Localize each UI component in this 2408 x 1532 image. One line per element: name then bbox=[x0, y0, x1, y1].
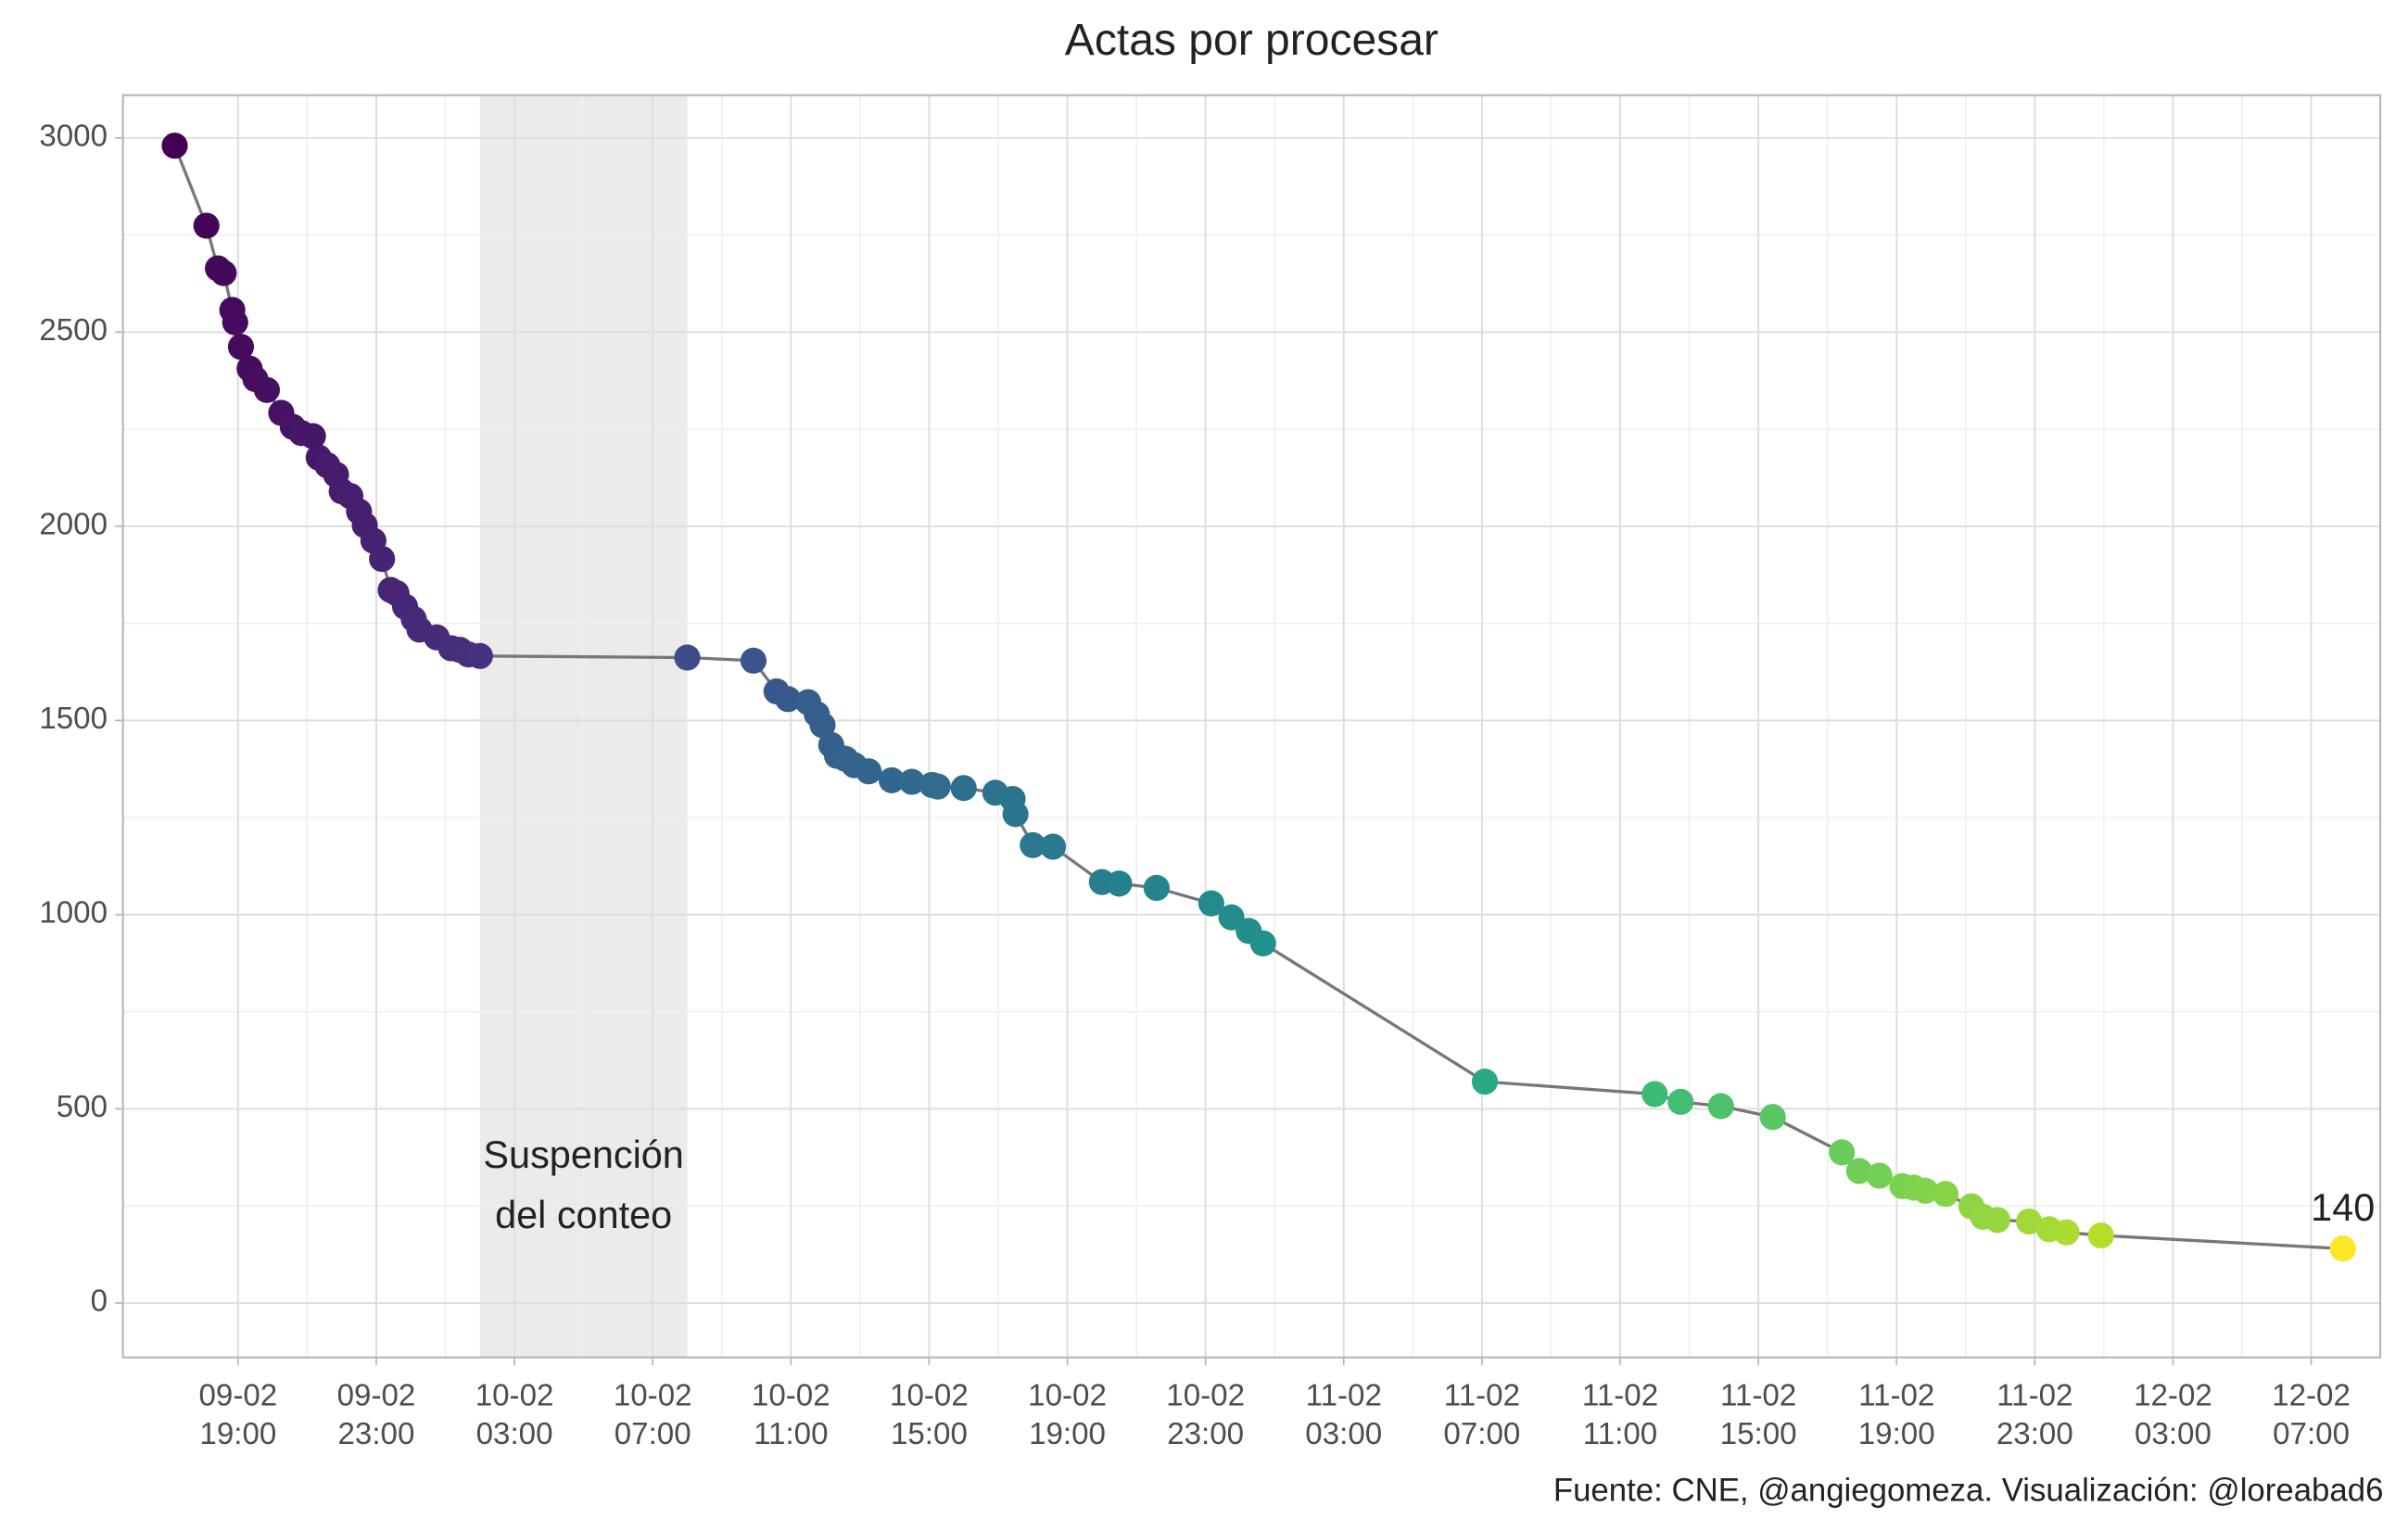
x-tick-label: 10-02 23:00 bbox=[1166, 1378, 1245, 1450]
data-point bbox=[1667, 1088, 1694, 1115]
x-tick-label: 12-02 07:00 bbox=[2272, 1378, 2351, 1450]
data-point bbox=[193, 212, 220, 239]
annotation: Suspención del conteo bbox=[483, 1133, 683, 1236]
x-tick-label: 10-02 03:00 bbox=[475, 1378, 554, 1450]
data-point bbox=[1002, 801, 1029, 828]
data-point bbox=[898, 768, 925, 795]
data-point bbox=[2329, 1235, 2356, 1262]
plot-background bbox=[122, 95, 2381, 1358]
data-point bbox=[1829, 1139, 1856, 1166]
x-tick-label: 10-02 15:00 bbox=[890, 1378, 969, 1450]
data-point bbox=[1106, 870, 1133, 897]
data-point bbox=[924, 773, 951, 800]
data-point bbox=[1866, 1162, 1893, 1189]
x-tick-label: 09-02 19:00 bbox=[198, 1378, 277, 1450]
data-point bbox=[227, 334, 255, 361]
data-point bbox=[466, 642, 493, 669]
data-point bbox=[1249, 930, 1276, 957]
value-label: 140 bbox=[2311, 1186, 2375, 1229]
x-tick-label: 11-02 15:00 bbox=[1720, 1378, 1797, 1450]
data-point bbox=[740, 647, 767, 674]
data-point bbox=[1983, 1207, 2011, 1234]
x-tick-label: 11-02 03:00 bbox=[1305, 1378, 1382, 1450]
data-point bbox=[855, 758, 882, 785]
x-tick-label: 11-02 07:00 bbox=[1443, 1378, 1520, 1450]
data-point bbox=[2016, 1208, 2043, 1235]
data-point bbox=[210, 260, 237, 286]
data-point bbox=[1020, 831, 1046, 858]
data-point bbox=[299, 423, 326, 449]
caption: Fuente: CNE, @angiegomeza. Visualización… bbox=[1553, 1474, 2384, 1509]
data-point bbox=[1845, 1158, 1872, 1184]
x-tick-label: 10-02 11:00 bbox=[752, 1378, 830, 1450]
data-point bbox=[1471, 1069, 1499, 1095]
x-tick-label: 11-02 11:00 bbox=[1582, 1378, 1658, 1450]
data-point bbox=[369, 545, 396, 573]
data-point bbox=[878, 766, 906, 794]
y-tick-label: 500 bbox=[57, 1090, 108, 1124]
y-tick-label: 1500 bbox=[39, 702, 108, 736]
data-point bbox=[1759, 1104, 1786, 1131]
panel-border bbox=[121, 94, 2382, 1359]
y-tick-label: 2500 bbox=[39, 313, 108, 348]
chart-title: Actas por procesar bbox=[1065, 16, 1438, 65]
data-point bbox=[1143, 874, 1170, 902]
data-point bbox=[253, 376, 281, 403]
data-point bbox=[1932, 1181, 1959, 1208]
x-tick-label: 09-02 23:00 bbox=[337, 1378, 416, 1450]
x-tick-label: 12-02 03:00 bbox=[2134, 1378, 2212, 1450]
data-point bbox=[161, 133, 188, 159]
data-point bbox=[2087, 1222, 2114, 1249]
x-tick-label: 11-02 19:00 bbox=[1858, 1378, 1935, 1450]
data-point bbox=[1641, 1081, 1668, 1108]
data-point bbox=[1707, 1093, 1734, 1120]
data-point bbox=[1039, 833, 1067, 860]
x-tick-label: 11-02 23:00 bbox=[1996, 1378, 2073, 1450]
data-point bbox=[809, 712, 836, 739]
y-tick-label: 1000 bbox=[39, 896, 108, 931]
x-tick-label: 10-02 07:00 bbox=[614, 1378, 692, 1450]
data-point bbox=[2053, 1219, 2080, 1246]
data-point bbox=[1198, 890, 1224, 917]
data-point bbox=[1912, 1177, 1939, 1204]
y-tick-label: 2000 bbox=[39, 508, 108, 542]
data-point bbox=[222, 309, 248, 336]
y-tick-label: 3000 bbox=[39, 120, 108, 154]
data-point bbox=[950, 775, 977, 802]
data-point bbox=[775, 686, 802, 713]
data-point bbox=[674, 644, 701, 671]
y-tick-label: 0 bbox=[91, 1285, 108, 1319]
x-tick-label: 10-02 19:00 bbox=[1028, 1378, 1107, 1450]
